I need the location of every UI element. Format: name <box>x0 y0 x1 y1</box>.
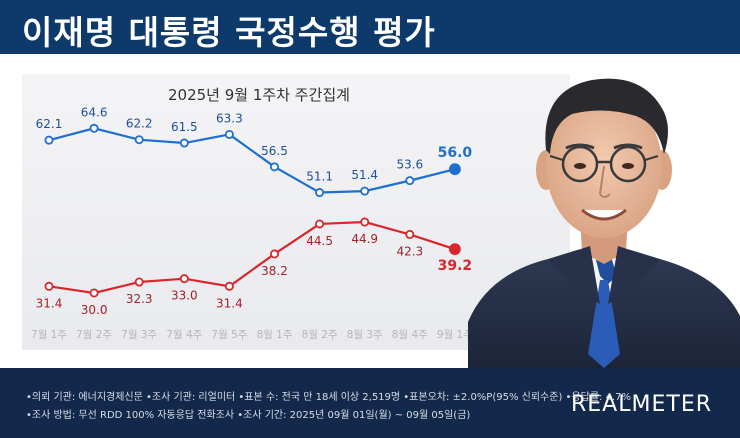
x-tick-label: 8월 2주 <box>302 329 338 341</box>
x-tick-label: 7월 4주 <box>166 329 202 341</box>
series-0-point <box>134 135 144 145</box>
series-1-data-label: 42.3 <box>396 244 423 258</box>
series-1-data-label: 38.2 <box>261 264 288 278</box>
series-0-data-label: 64.6 <box>81 105 108 119</box>
series-0-data-label: 51.1 <box>306 170 333 184</box>
series-0-point <box>179 138 189 148</box>
title-bar: 이재명 대통령 국정수행 평가 <box>0 0 740 54</box>
chart-title: 2025년 9월 1주차 주간집계 <box>168 86 350 104</box>
x-tick-label: 7월 5주 <box>211 329 247 341</box>
series-1-data-label: 31.4 <box>216 296 243 310</box>
x-tick-label: 9월 1주 <box>437 329 473 341</box>
series-1-point <box>269 249 279 259</box>
series-0-point <box>315 188 325 198</box>
series-1-point <box>134 277 144 287</box>
series-1-data-label: 33.0 <box>171 289 198 303</box>
series-0-point <box>448 163 461 176</box>
president-photo <box>468 78 740 368</box>
series-0-data-label: 56.5 <box>261 144 288 158</box>
series-0-point <box>405 176 415 186</box>
series-0-line <box>48 127 456 194</box>
x-tick-label: 7월 1주 <box>31 329 67 341</box>
series-1-line <box>48 220 456 295</box>
x-tick-label: 8월 4주 <box>392 329 428 341</box>
series-0-data-label: 53.6 <box>396 158 423 172</box>
series-1-data-label: 30.0 <box>81 303 108 317</box>
series-1-point <box>179 274 189 284</box>
series-1-data-label: 31.4 <box>36 296 63 310</box>
survey-info-line-1: •의뢰 기관: 에너지경제신문 •조사 기관: 리얼미터 •표본 수: 전국 만… <box>26 392 631 403</box>
x-tick-label: 7월 3주 <box>121 329 157 341</box>
series-0-point <box>360 186 370 196</box>
series-0-data-label: 51.4 <box>351 168 378 182</box>
survey-info-line-2: •조사 방법: 무선 RDD 100% 자동응답 전화조사 •조사 기간: 20… <box>26 410 471 421</box>
series-1-point <box>360 217 370 227</box>
series-0-point <box>269 162 279 172</box>
series-1-point <box>448 243 461 256</box>
page-title: 이재명 대통령 국정수행 평가 <box>22 13 436 52</box>
series-1-point <box>405 229 415 239</box>
brand-logo: REALMETER <box>571 392 712 417</box>
series-0-data-label: 61.5 <box>171 120 198 134</box>
series-0-point <box>44 135 54 145</box>
series-1-data-label: 39.2 <box>438 258 473 274</box>
series-1-point <box>315 219 325 229</box>
series-1-data-label: 32.3 <box>126 292 153 306</box>
series-1-data-label: 44.9 <box>351 232 378 246</box>
x-tick-label: 8월 3주 <box>347 329 383 341</box>
series-1-data-label: 44.5 <box>306 234 333 248</box>
series-0-data-label: 62.1 <box>36 117 63 131</box>
series-0-data-label: 63.3 <box>216 111 243 125</box>
series-1-point <box>44 281 54 291</box>
series-0-data-label: 56.0 <box>438 145 473 161</box>
x-tick-label: 8월 1주 <box>256 329 292 341</box>
footer-bar: •의뢰 기관: 에너지경제신문 •조사 기관: 리얼미터 •표본 수: 전국 만… <box>0 368 740 438</box>
series-1-point <box>89 288 99 298</box>
series-0-data-label: 62.2 <box>126 117 153 131</box>
series-0-point <box>224 129 234 139</box>
series-1-point <box>224 281 234 291</box>
x-tick-label: 7월 2주 <box>76 329 112 341</box>
series-0-point <box>89 123 99 133</box>
